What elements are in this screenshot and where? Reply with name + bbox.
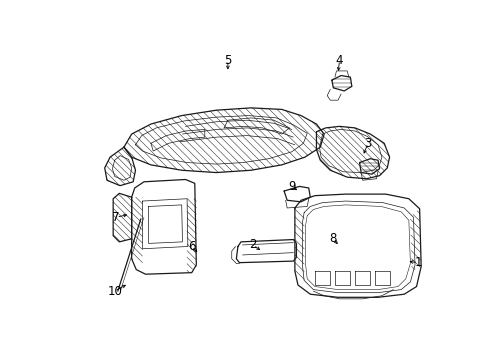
Text: 4: 4 [335, 54, 343, 67]
Text: 5: 5 [224, 54, 231, 67]
Text: 10: 10 [107, 285, 122, 298]
Text: 8: 8 [329, 232, 336, 245]
Text: 3: 3 [364, 137, 371, 150]
Text: 9: 9 [287, 180, 295, 193]
Text: 1: 1 [413, 256, 421, 269]
Text: 7: 7 [112, 211, 120, 224]
Text: 6: 6 [187, 240, 195, 253]
Text: 2: 2 [249, 238, 257, 251]
